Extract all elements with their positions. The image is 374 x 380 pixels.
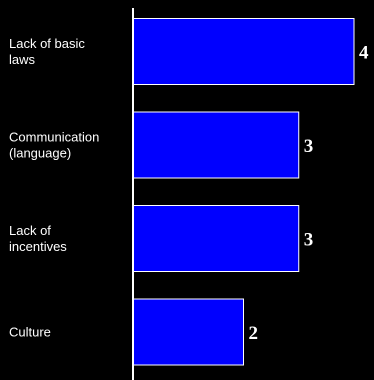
category-label-1: Communication (language) — [9, 130, 99, 161]
data-label-1: 3 — [304, 136, 314, 157]
bars-layer — [132, 18, 355, 366]
bar-3 — [132, 298, 244, 366]
category-label-line: incentives — [9, 239, 67, 254]
category-label-3: Culture — [9, 325, 51, 340]
category-label-line: Communication — [9, 130, 99, 145]
category-label-line: laws — [9, 52, 36, 67]
data-label-2: 3 — [304, 230, 314, 251]
category-label-0: Lack of basic laws — [9, 36, 85, 67]
category-label-line: (language) — [9, 146, 71, 161]
bar-1 — [132, 111, 300, 179]
labels-layer: 4 Lack of basic laws 3 Communication (languag… — [9, 36, 369, 344]
category-label-line: Lack of basic — [9, 36, 85, 51]
category-label-2: Lack of incentives — [9, 223, 67, 254]
category-label-line: Culture — [9, 325, 51, 340]
data-label-3: 2 — [249, 323, 259, 344]
category-label-line: Lack of — [9, 223, 51, 238]
bar-0 — [132, 18, 355, 85]
bar-2 — [132, 205, 300, 272]
data-label-0: 4 — [359, 43, 369, 64]
